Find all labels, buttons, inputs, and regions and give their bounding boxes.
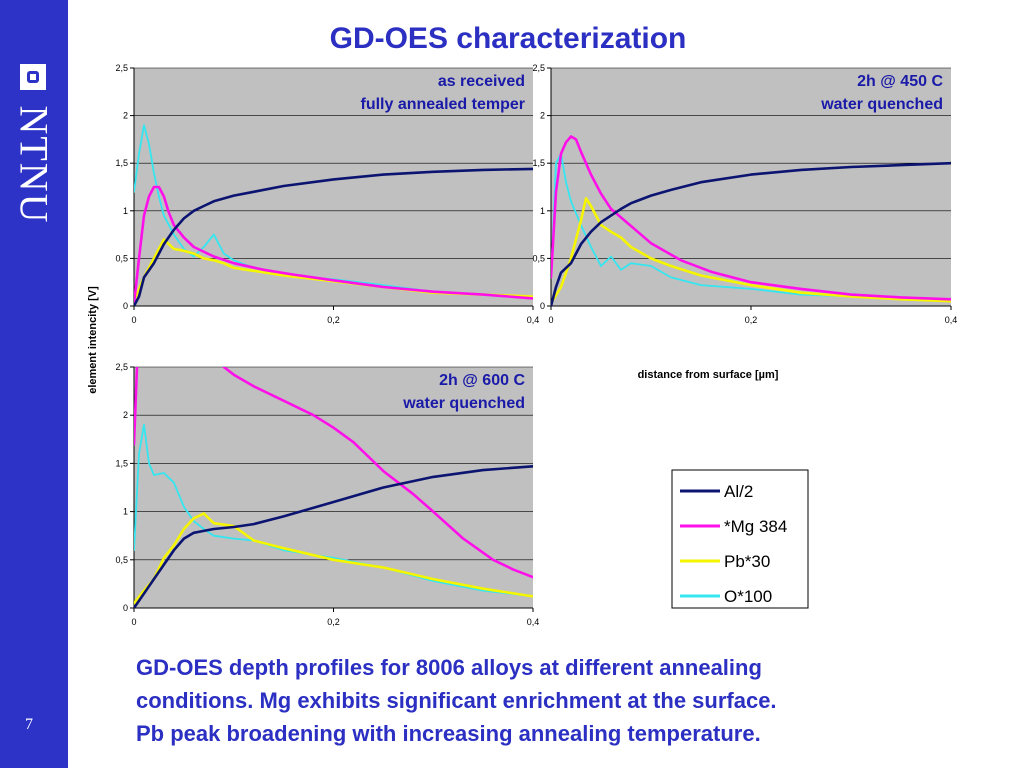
y-tick-label: 1 <box>123 206 128 216</box>
y-tick-label: 1,5 <box>532 158 545 168</box>
plot-area <box>134 68 533 306</box>
series-line <box>551 152 951 302</box>
y-tick-label: 1 <box>123 507 128 517</box>
caption-line: conditions. Mg exhibits significant enri… <box>136 688 777 713</box>
y-tick-label: 2 <box>123 111 128 121</box>
plot-area <box>134 367 533 608</box>
series-line <box>134 167 533 306</box>
chart-legend: Al/2 *Mg 384 Pb*30 O*100 <box>671 469 809 609</box>
y-tick-label: 0,5 <box>115 253 128 263</box>
chart-panel: 0 0,5 1 1,5 2 2,5 0 0,2 0,4 2h @ 450 C water quenc… <box>532 63 957 325</box>
y-tick-label: 1 <box>540 206 545 216</box>
slide-caption: GD-OES depth profiles for 8006 alloys at… <box>136 651 996 750</box>
panel-annotation: water quenched <box>820 96 943 113</box>
series-line <box>134 464 533 608</box>
x-tick-label: 0,2 <box>327 315 340 325</box>
slide-number: 7 <box>25 716 33 733</box>
depth-profile-charts: 0 0,5 1 1,5 2 2,5 0 0,2 0,4 as received fully anne… <box>87 63 957 627</box>
x-tick-label: 0 <box>548 315 553 325</box>
x-tick-label: 0 <box>131 315 136 325</box>
y-tick-label: 0 <box>540 301 545 311</box>
series-line <box>551 135 951 301</box>
panel-annotation: as received <box>438 73 525 90</box>
y-tick-label: 2 <box>540 111 545 121</box>
panel-annotation: 2h @ 600 C <box>439 372 525 389</box>
y-tick-label: 1,5 <box>115 158 128 168</box>
x-tick-label: 0 <box>131 617 136 627</box>
y-tick-label: 0 <box>123 301 128 311</box>
x-tick-label: 0,4 <box>527 617 540 627</box>
y-tick-label: 0,5 <box>532 253 545 263</box>
y-tick-label: 2,5 <box>115 63 128 73</box>
legend-box <box>671 469 809 609</box>
y-tick-label: 0 <box>123 603 128 613</box>
series-line <box>551 197 951 305</box>
y-tick-label: 2 <box>123 410 128 420</box>
y-tick-label: 2,5 <box>115 362 128 372</box>
series-line <box>551 161 951 306</box>
caption-line: Pb peak broadening with increasing annea… <box>136 721 761 746</box>
chart-panel: 0 0,5 1 1,5 2 2,5 0 0,2 0,4 as received fully anne… <box>115 63 539 325</box>
slide-title: GD-OES characterization <box>329 22 687 55</box>
series-line <box>134 185 533 306</box>
x-axis-title: distance from surface [µm] <box>638 369 779 381</box>
ntnu-logo-icon <box>20 64 46 90</box>
x-tick-label: 0,2 <box>745 315 758 325</box>
panel-annotation: water quenched <box>402 395 525 412</box>
series-line <box>134 124 533 300</box>
panel-annotation: 2h @ 450 C <box>857 73 943 90</box>
caption-line: GD-OES depth profiles for 8006 alloys at… <box>136 655 762 680</box>
y-axis-title: element intencity [V] <box>87 286 99 394</box>
x-tick-label: 0,4 <box>527 315 540 325</box>
legend-label: *Mg 384 <box>724 517 787 536</box>
y-tick-label: 2,5 <box>532 63 545 73</box>
y-tick-label: 0,5 <box>115 555 128 565</box>
series-line <box>134 367 533 579</box>
legend-label: O*100 <box>724 587 772 606</box>
y-tick-label: 1,5 <box>115 458 128 468</box>
legend-label: Al/2 <box>724 482 753 501</box>
legend-label: Pb*30 <box>724 552 770 571</box>
sidebar: NTNU 7 <box>0 0 68 768</box>
series-line <box>134 512 533 605</box>
x-tick-label: 0,4 <box>945 315 958 325</box>
chart-panel: 0 0,5 1 1,5 2 2,5 0 0,2 0,4 2h @ 600 C water quenc… <box>115 362 540 627</box>
panel-annotation: fully annealed temper <box>361 96 526 113</box>
x-tick-label: 0,2 <box>327 617 340 627</box>
